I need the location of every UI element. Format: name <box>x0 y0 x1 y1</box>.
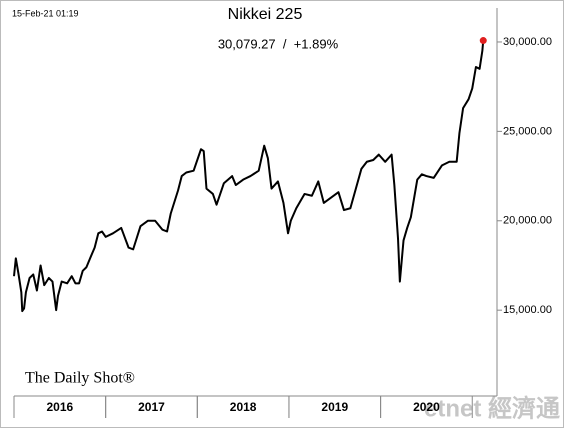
annotation: 30,079.27 / +1.89% <box>218 36 339 51</box>
watermark: etnet 經濟通 <box>424 394 560 422</box>
x-tick-label: 2019 <box>321 400 348 414</box>
line-series <box>13 40 485 313</box>
x-tick-label: 2020 <box>413 400 440 414</box>
y-tick-label: 15,000.00 <box>503 304 552 316</box>
x-tick-label: 2016 <box>46 400 73 414</box>
chart-title: Nikkei 225 <box>228 6 303 23</box>
x-tick-label: 2017 <box>138 400 165 414</box>
x-tick-label: 2018 <box>230 400 257 414</box>
y-tick-label: 25,000.00 <box>503 125 552 137</box>
timestamp: 15-Feb-21 01:19 <box>12 8 79 18</box>
y-tick-label: 30,000.00 <box>503 36 552 48</box>
y-tick-label: 20,000.00 <box>503 215 552 227</box>
last-point <box>479 37 487 45</box>
source: The Daily Shot® <box>25 370 135 387</box>
